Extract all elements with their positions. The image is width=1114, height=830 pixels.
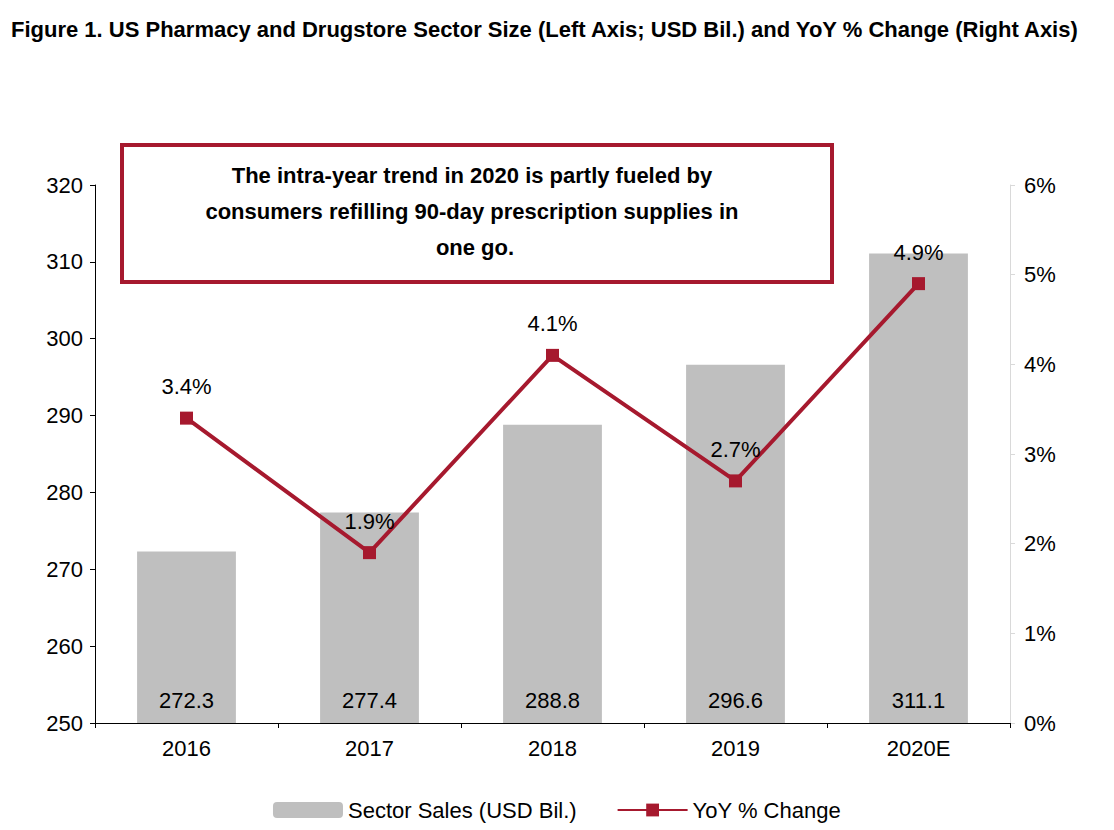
svg-text:The intra-year trend in 2020 i: The intra-year trend in 2020 is partly f… [232,163,719,188]
svg-text:260: 260 [46,634,83,659]
svg-text:2019: 2019 [711,736,760,761]
svg-text:3%: 3% [1024,442,1056,467]
svg-text:280: 280 [46,480,83,505]
svg-text:311.1: 311.1 [892,688,945,713]
svg-text:YoY % Change: YoY % Change [693,798,841,823]
svg-text:1%: 1% [1024,621,1056,646]
svg-text:2.7%: 2.7% [710,437,760,462]
svg-text:Sector Sales (USD Bil.): Sector Sales (USD Bil.) [348,798,577,823]
svg-text:320: 320 [46,173,83,198]
svg-text:6%: 6% [1024,173,1056,198]
svg-text:1.9%: 1.9% [344,509,394,534]
svg-text:288.8: 288.8 [525,688,580,713]
svg-text:300: 300 [46,326,83,351]
svg-text:4.1%: 4.1% [527,311,577,336]
svg-text:2018: 2018 [528,736,577,761]
svg-text:2%: 2% [1024,531,1056,556]
svg-text:310: 310 [46,249,83,274]
svg-text:2016: 2016 [162,736,211,761]
svg-text:5%: 5% [1024,262,1056,287]
svg-text:277.4: 277.4 [342,688,397,713]
svg-text:Figure 1. US Pharmacy and Drug: Figure 1. US Pharmacy and Drugstore Sect… [11,17,1078,42]
svg-text:4.9%: 4.9% [893,240,943,265]
svg-text:0%: 0% [1024,711,1056,736]
svg-text:290: 290 [46,403,83,428]
svg-text:consumers refilling 90-day pre: consumers refilling 90-day prescription … [205,199,744,224]
svg-text:2017: 2017 [345,736,394,761]
svg-text:270: 270 [46,557,83,582]
svg-text:4%: 4% [1024,352,1056,377]
svg-text:3.4%: 3.4% [161,374,211,399]
svg-text:272.3: 272.3 [159,688,214,713]
svg-text:250: 250 [46,711,83,736]
svg-text:296.6: 296.6 [708,688,763,713]
svg-text:one go.: one go. [436,235,514,260]
svg-text:2020E: 2020E [887,736,951,761]
